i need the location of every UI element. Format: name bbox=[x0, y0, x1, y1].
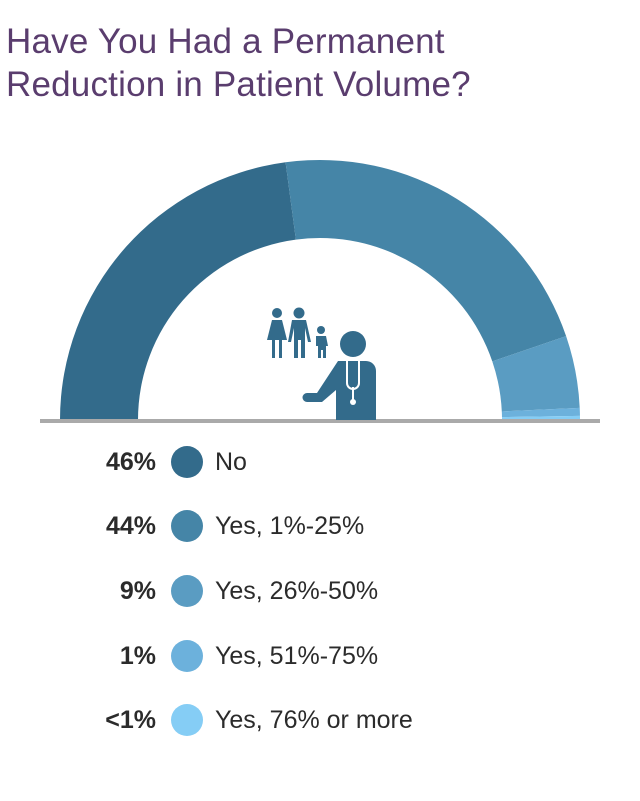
legend-value: <1% bbox=[105, 706, 156, 734]
chart-title-line-2: Reduction in Patient Volume? bbox=[6, 65, 471, 104]
legend-item-yes-1-25: 44% Yes, 1%-25% bbox=[0, 506, 640, 546]
legend-swatch bbox=[171, 510, 203, 542]
legend-value: 44% bbox=[105, 512, 156, 540]
arc-segment bbox=[285, 160, 567, 362]
arc-segment bbox=[492, 336, 580, 412]
legend-item-no: 46% No bbox=[0, 442, 640, 482]
legend-swatch bbox=[171, 575, 203, 607]
legend-label: Yes, 1%-25% bbox=[215, 512, 365, 540]
legend-swatch bbox=[171, 640, 203, 672]
legend-label: Yes, 76% or more bbox=[215, 706, 413, 734]
legend-item-yes-51-75: 1% Yes, 51%-75% bbox=[0, 636, 640, 676]
chart-title: Have You Had a Permanent Reduction in Pa… bbox=[6, 20, 471, 106]
legend-item-yes-26-50: 9% Yes, 26%-50% bbox=[0, 571, 640, 611]
arc-segment bbox=[501, 415, 580, 420]
legend-swatch bbox=[171, 704, 203, 736]
legend-swatch bbox=[171, 446, 203, 478]
legend-label: Yes, 51%-75% bbox=[215, 642, 379, 670]
arc-segment bbox=[60, 162, 296, 420]
semi-donut-chart bbox=[40, 160, 600, 423]
legend-value: 46% bbox=[105, 448, 156, 476]
legend-value: 9% bbox=[119, 577, 156, 605]
legend-item-yes-76-plus: <1% Yes, 76% or more bbox=[0, 700, 640, 740]
chart-arcs bbox=[60, 160, 580, 420]
doctor-with-family-icon bbox=[267, 307, 376, 420]
baseline bbox=[40, 419, 600, 423]
arc-segment bbox=[501, 407, 580, 418]
legend-label: No bbox=[215, 448, 247, 476]
chart-title-line-1: Have You Had a Permanent bbox=[6, 22, 445, 61]
legend-value: 1% bbox=[119, 642, 156, 670]
legend-label: Yes, 26%-50% bbox=[215, 577, 379, 605]
